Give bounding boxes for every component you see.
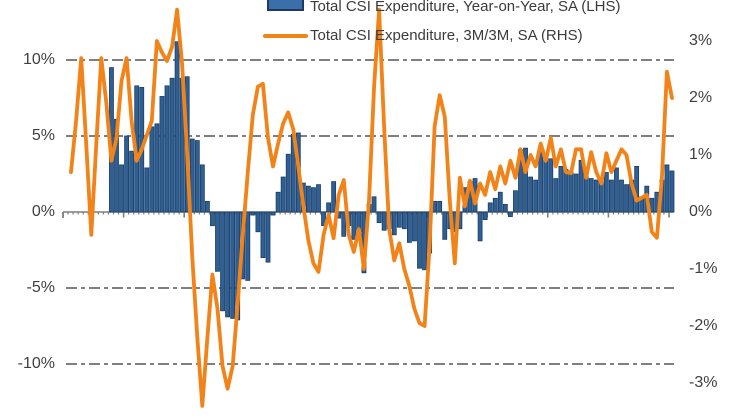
bar-yoy [543,153,549,213]
bar-yoy [578,159,584,213]
bar-yoy [502,203,508,213]
right-axis-tick-label: -1% [689,260,718,277]
bar-yoy [412,211,417,242]
bar-yoy [619,179,624,213]
bar-yoy [598,181,604,213]
right-axis-tick-label: 1% [689,146,713,163]
bar-yoy [487,202,493,213]
bar-yoy [376,211,382,224]
bar-yoy [194,140,200,213]
bar-yoy [255,211,261,233]
bar-yoy [326,202,332,213]
bar-yoy [558,165,564,213]
legend: Total CSI Expenditure, Year-on-Year, SA … [0,0,746,60]
bar-yoy [497,191,503,213]
bar-yoy [119,164,124,213]
bar-yoy [164,85,170,213]
right-axis-tick-label: -3% [689,374,718,391]
bar-yoy [406,211,412,243]
bar-yoy [341,211,347,237]
left-axis-tick-label: -5% [26,279,55,296]
bar-yoy [391,211,397,236]
bar-yoy [609,179,614,213]
bar-yoy [482,211,488,220]
bar-yoy [528,176,533,213]
line-3m3m [69,7,674,408]
bar-yoy [669,170,675,213]
bar-yoy [270,211,276,216]
bar-yoy [396,211,402,228]
bar-yoy [401,211,407,230]
right-axis-tick-label: -2% [689,317,718,334]
bar-yoy [285,153,291,213]
bar-yoy [507,211,513,217]
bar-yoy [215,211,220,272]
bar-yoy [538,150,544,213]
line-series-swatch-icon [263,34,308,38]
bar-yoy [265,211,271,263]
bar-yoy [210,211,215,227]
bar-yoy [563,169,569,213]
bar-yoy [321,211,326,227]
bar-yoy [477,211,483,242]
bar-yoy [305,185,311,213]
bar-yoy [371,196,377,213]
bar-yoy [159,96,165,213]
bar-yoy [220,211,225,312]
bar-yoy [422,211,427,271]
bar-yoy [149,126,155,213]
bar-yoy [533,179,539,213]
bar-yoy [548,158,554,213]
bar-yoy [553,178,559,213]
bar-yoy [331,181,337,213]
bar-yoy [230,211,236,319]
bar-yoy [189,138,195,213]
bar-yoy [204,200,210,213]
bar-yoy [311,187,316,213]
left-axis-tick-label: 5% [31,127,55,144]
bar-yoy [154,123,160,213]
legend-label-line-series: Total CSI Expenditure, 3M/3M, SA (RHS) [310,27,583,44]
bar-yoy [316,184,321,213]
bar-yoy [250,211,256,216]
bar-yoy [351,211,357,240]
bar-yoy [381,211,387,231]
bar-yoy [614,167,619,213]
bar-yoy [174,41,180,213]
bar-yoy [634,165,640,213]
bar-yoy [492,197,498,213]
bar-yoy [280,176,286,213]
bar-yoy [225,211,231,318]
bar-yoy [169,77,175,213]
bar-yoy [624,184,629,213]
bar-series-swatch-icon [267,0,304,11]
bar-yoy [437,200,443,213]
bar-yoy [275,191,281,213]
left-axis-tick-label: 10% [22,51,55,68]
bar-yoy [664,164,670,213]
bar-yoy [199,164,205,213]
bar-yoy [417,211,422,269]
bar-yoy [588,178,594,213]
bar-yoy [568,170,574,213]
bar-yoy [245,211,251,281]
left-axis-tick-label: 0% [31,203,55,220]
left-axis-tick-label: -10% [17,355,55,372]
bar-yoy [513,190,518,213]
bar-yoy [573,173,579,213]
bar-yoy [144,167,150,213]
bar-yoy [603,172,609,213]
bar-yoy [124,135,129,213]
right-axis-tick-label: 2% [689,89,713,106]
bar-yoy [442,211,448,240]
bar-yoy [523,147,528,213]
legend-label-bar-series: Total CSI Expenditure, Year-on-Year, SA … [310,0,621,15]
right-axis-tick-label: 3% [689,32,713,49]
right-axis-tick-label: 0% [689,203,713,220]
bar-yoy [260,211,266,258]
bar-yoy [129,150,135,213]
bar-yoy [593,179,599,213]
